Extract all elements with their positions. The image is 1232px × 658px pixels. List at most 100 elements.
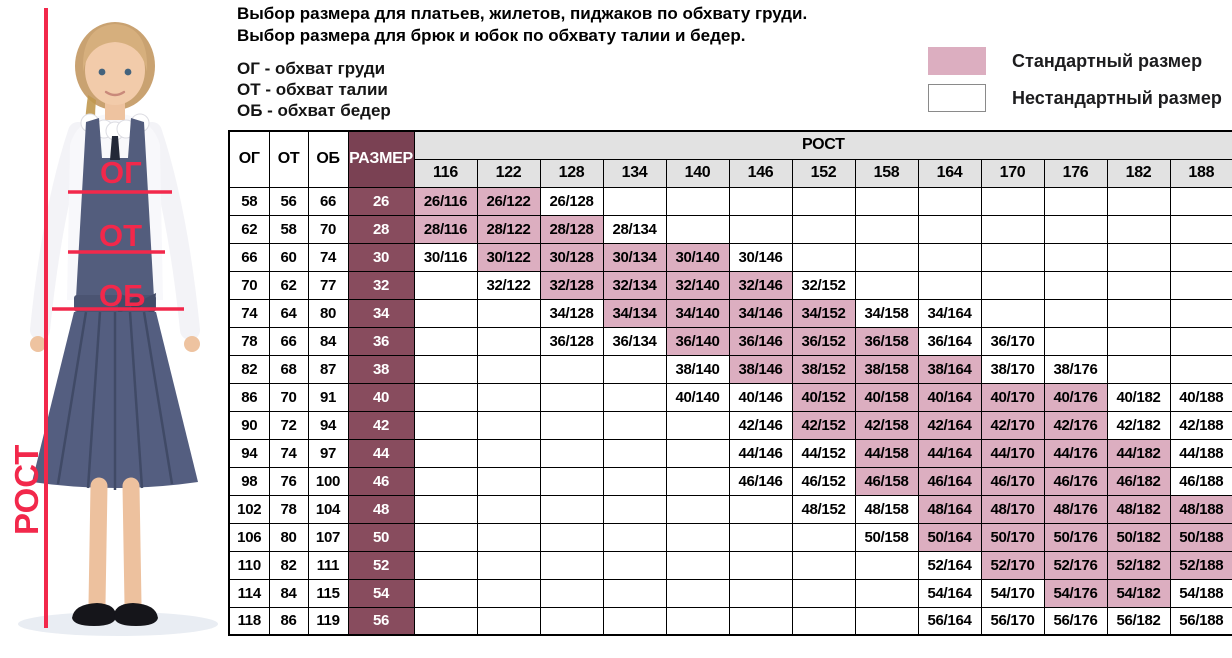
- combo-cell-30-140: 30/140: [665, 242, 730, 272]
- empty-cell: [476, 382, 541, 412]
- waist-value: 68: [268, 354, 309, 384]
- empty-cell: [917, 242, 982, 272]
- nonstandard-size-label: Нестандартный размер: [1012, 87, 1222, 108]
- empty-cell: [728, 522, 793, 552]
- combo-cell-54-170: 54/170: [980, 578, 1045, 608]
- combo-cell-34-146: 34/146: [728, 298, 793, 328]
- empty-cell: [854, 186, 919, 216]
- empty-cell: [413, 522, 478, 552]
- table-row-size-26: 58 56 66 26 26/116 26/122 26/128: [228, 186, 1232, 216]
- combo-cell-48-170: 48/170: [980, 494, 1045, 524]
- height-header-146: 146: [728, 158, 793, 188]
- empty-cell: [665, 550, 730, 580]
- combo-cell-46-146: 46/146: [728, 466, 793, 496]
- size-cell: 42: [347, 410, 415, 440]
- empty-cell: [413, 606, 478, 636]
- empty-cell: [1169, 214, 1232, 244]
- size-cell: 36: [347, 326, 415, 356]
- size-cell: 56: [347, 606, 415, 636]
- empty-cell: [917, 186, 982, 216]
- hips-value: 119: [307, 606, 349, 636]
- combo-cell-42-164: 42/164: [917, 410, 982, 440]
- chest-value: 62: [228, 214, 270, 244]
- empty-cell: [854, 242, 919, 272]
- combo-cell-30-146: 30/146: [728, 242, 793, 272]
- empty-cell: [476, 410, 541, 440]
- combo-cell-52-176: 52/176: [1043, 550, 1108, 580]
- empty-cell: [1043, 270, 1108, 300]
- combo-cell-52-164: 52/164: [917, 550, 982, 580]
- empty-cell: [791, 522, 856, 552]
- combo-cell-40-152: 40/152: [791, 382, 856, 412]
- height-header-116: 116: [413, 158, 478, 188]
- empty-cell: [476, 522, 541, 552]
- empty-cell: [791, 578, 856, 608]
- empty-cell: [602, 438, 667, 468]
- combo-cell-48-182: 48/182: [1106, 494, 1171, 524]
- empty-cell: [1043, 298, 1108, 328]
- combo-cell-26-122: 26/122: [476, 186, 541, 216]
- empty-cell: [791, 550, 856, 580]
- combo-cell-36-170: 36/170: [980, 326, 1045, 356]
- empty-cell: [1106, 270, 1171, 300]
- empty-cell: [539, 606, 604, 636]
- empty-cell: [476, 494, 541, 524]
- combo-cell-34-152: 34/152: [791, 298, 856, 328]
- empty-cell: [980, 270, 1045, 300]
- size-cell: 46: [347, 466, 415, 496]
- empty-cell: [980, 214, 1045, 244]
- combo-cell-42-188: 42/188: [1169, 410, 1232, 440]
- combo-cell-32-134: 32/134: [602, 270, 667, 300]
- chest-value: 82: [228, 354, 270, 384]
- waist-value: 58: [268, 214, 309, 244]
- empty-cell: [1106, 186, 1171, 216]
- hips-value: 66: [307, 186, 349, 216]
- combo-cell-36-164: 36/164: [917, 326, 982, 356]
- combo-cell-44-164: 44/164: [917, 438, 982, 468]
- empty-cell: [665, 522, 730, 552]
- combo-cell-38-146: 38/146: [728, 354, 793, 384]
- empty-cell: [980, 186, 1045, 216]
- hips-label: ОБ: [99, 278, 145, 313]
- waist-value: 66: [268, 326, 309, 356]
- height-header-152: 152: [791, 158, 856, 188]
- combo-cell-34-134: 34/134: [602, 298, 667, 328]
- combo-cell-30-116: 30/116: [413, 242, 478, 272]
- empty-cell: [476, 438, 541, 468]
- standard-size-label: Стандартный размер: [1012, 50, 1203, 71]
- height-header-188: 188: [1169, 158, 1232, 188]
- table-row-size-56: 118 86 119 56 56/164 56/170 56/176 56/182 56/188: [228, 606, 1232, 636]
- waist-label: ОТ: [99, 218, 142, 253]
- empty-cell: [854, 578, 919, 608]
- empty-cell: [602, 354, 667, 384]
- combo-cell-44-152: 44/152: [791, 438, 856, 468]
- empty-cell: [665, 606, 730, 636]
- combo-cell-38-140: 38/140: [665, 354, 730, 384]
- combo-cell-40-188: 40/188: [1169, 382, 1232, 412]
- height-header-164: 164: [917, 158, 982, 188]
- empty-cell: [602, 466, 667, 496]
- combo-cell-30-134: 30/134: [602, 242, 667, 272]
- combo-cell-50-164: 50/164: [917, 522, 982, 552]
- combo-cell-36-152: 36/152: [791, 326, 856, 356]
- combo-cell-40-140: 40/140: [665, 382, 730, 412]
- empty-cell: [413, 270, 478, 300]
- table-row-size-50: 106 80 107 50 50/158 50/164 50/170 50/176 50/182…: [228, 522, 1232, 552]
- table-row-size-46: 98 76 100 46 46/146 46/152 46/158 46/164 46/170 4…: [228, 466, 1232, 496]
- table-row-size-42: 90 72 94 42 42/146 42/152 42/158 42/164 42/170 42…: [228, 410, 1232, 440]
- combo-cell-44-146: 44/146: [728, 438, 793, 468]
- empty-cell: [1043, 242, 1108, 272]
- legend-row-nonstandard: Нестандартный размер: [928, 84, 1228, 112]
- hips-value: 100: [307, 466, 349, 496]
- abbreviation-key: ОГ - обхват груди ОТ - обхват талии ОБ -…: [237, 58, 391, 121]
- size-cell: 30: [347, 242, 415, 272]
- intro-text: Выбор размера для платьев, жилетов, пидж…: [237, 3, 807, 47]
- model-photo: ОГ ОТ ОБ РОСТ: [0, 0, 228, 658]
- combo-cell-42-146: 42/146: [728, 410, 793, 440]
- empty-cell: [665, 438, 730, 468]
- empty-cell: [665, 186, 730, 216]
- floor-shadow: [18, 612, 218, 636]
- combo-cell-36-158: 36/158: [854, 326, 919, 356]
- combo-cell-36-128: 36/128: [539, 326, 604, 356]
- table-row-size-48: 102 78 104 48 48/152 48/158 48/164 48/170 48/176…: [228, 494, 1232, 524]
